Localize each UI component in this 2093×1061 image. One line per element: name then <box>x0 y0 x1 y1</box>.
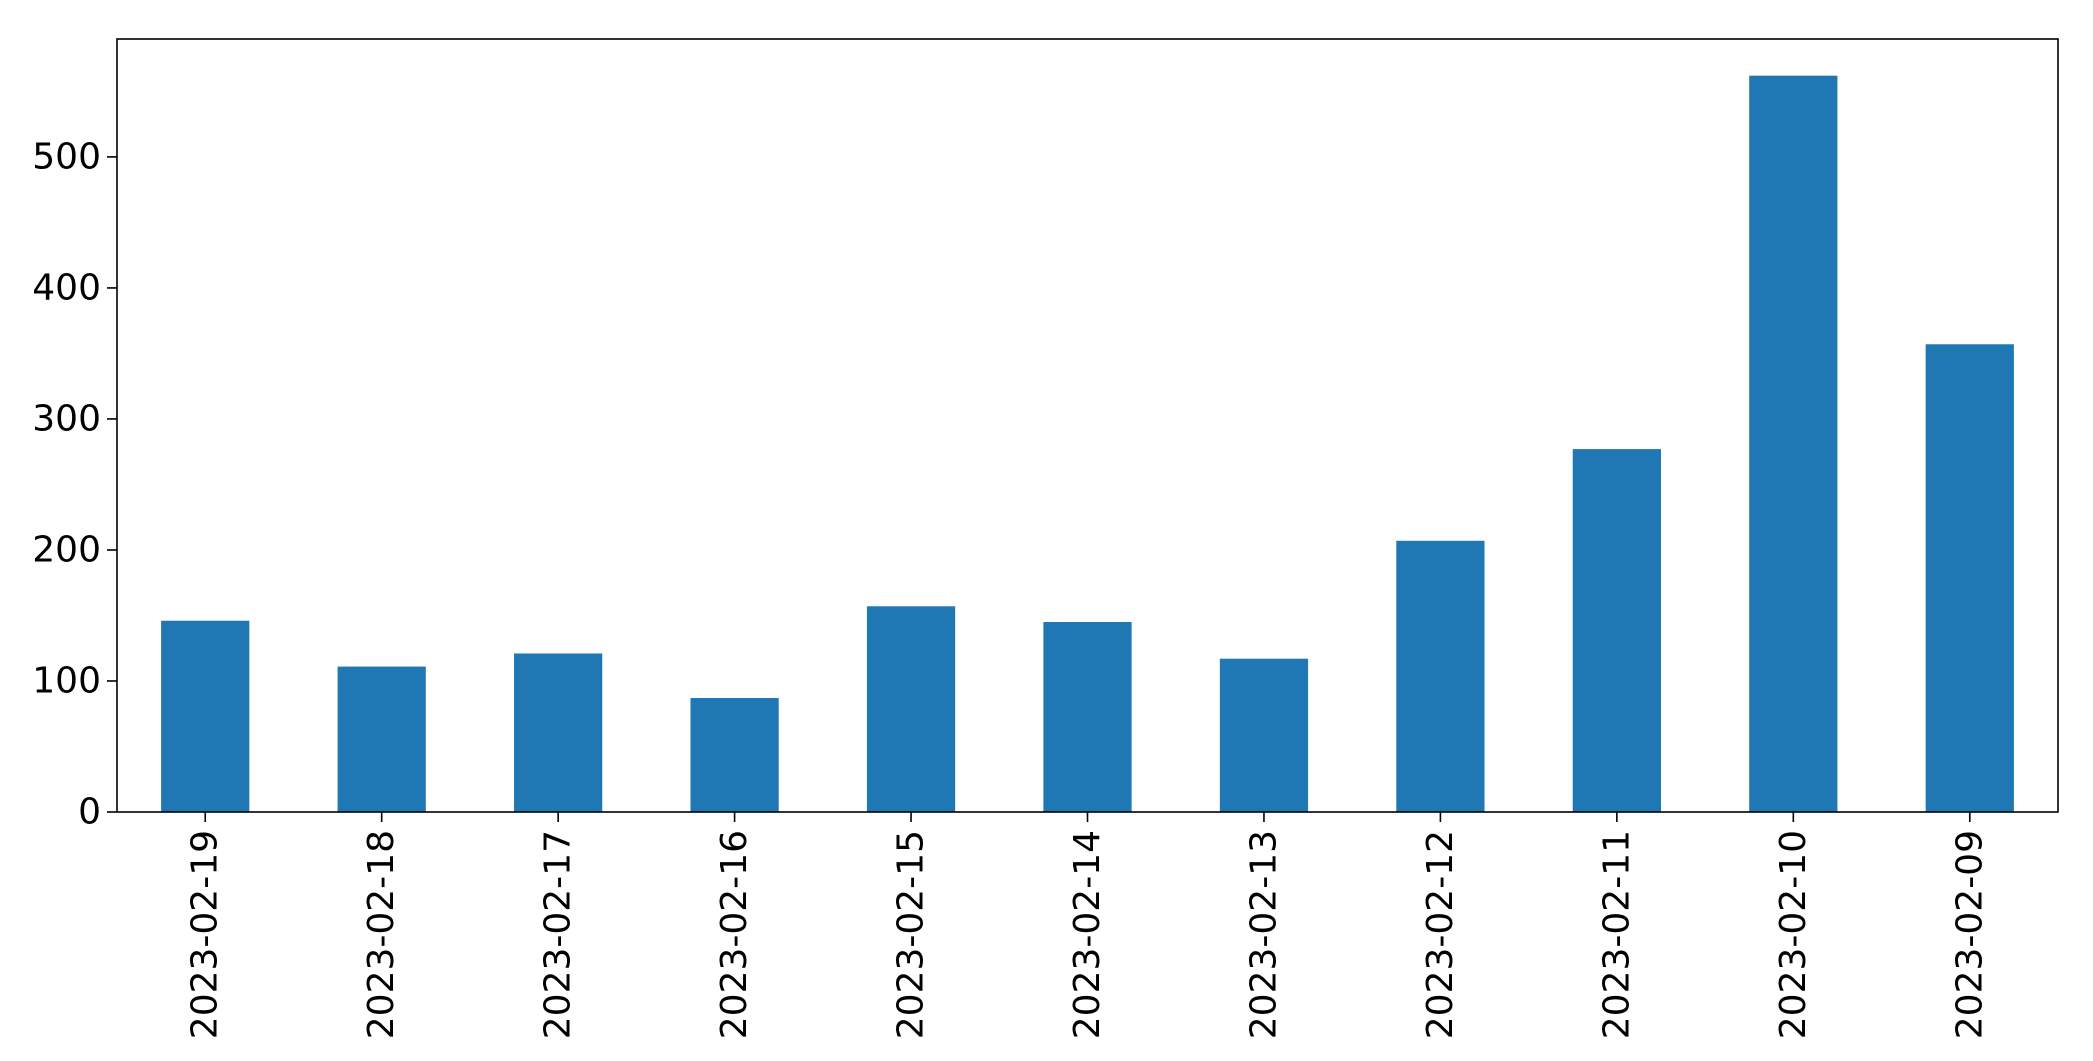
bar-2023-02-12 <box>1396 540 1485 812</box>
x-axis-ticks: 2023-02-19 2023-02-18 2023-02-17 2023-02-16… <box>185 812 1990 1039</box>
x-tick-label: 2023-02-19 <box>185 830 226 1039</box>
x-tick-label: 2023-02-16 <box>714 830 755 1039</box>
bar-2023-02-17 <box>514 653 603 812</box>
y-axis-ticks: 0 100 200 300 400 500 <box>32 136 117 833</box>
y-tick-label: 100 <box>32 660 101 701</box>
bars <box>161 75 2014 813</box>
y-tick-label: 400 <box>32 267 101 308</box>
plot-frame <box>116 38 2059 813</box>
bar-2023-02-13 <box>1219 658 1309 812</box>
y-tick-label: 300 <box>32 398 101 439</box>
bar-2023-02-14 <box>1043 622 1132 812</box>
y-tick-label: 0 <box>78 792 101 833</box>
x-tick-label: 2023-02-15 <box>891 830 932 1039</box>
bar-2023-02-18 <box>337 666 426 812</box>
x-tick-label: 2023-02-11 <box>1596 830 1637 1039</box>
x-tick-label: 2023-02-14 <box>1067 830 1108 1039</box>
bar-2023-02-11 <box>1572 449 1661 812</box>
x-tick-label: 2023-02-10 <box>1773 830 1814 1039</box>
bar-2023-02-16 <box>690 698 779 812</box>
x-tick-label: 2023-02-17 <box>538 830 579 1039</box>
bar-2023-02-15 <box>866 606 956 812</box>
x-tick-label: 2023-02-12 <box>1420 830 1461 1039</box>
bar-2023-02-09 <box>1925 344 2014 812</box>
x-tick-label: 2023-02-09 <box>1949 830 1990 1039</box>
bar-2023-02-10 <box>1749 75 1838 813</box>
y-tick-label: 500 <box>32 136 101 177</box>
x-tick-label: 2023-02-18 <box>361 830 402 1039</box>
y-tick-label: 200 <box>32 529 101 570</box>
bar-2023-02-19 <box>161 620 250 812</box>
x-tick-label: 2023-02-13 <box>1243 830 1284 1039</box>
